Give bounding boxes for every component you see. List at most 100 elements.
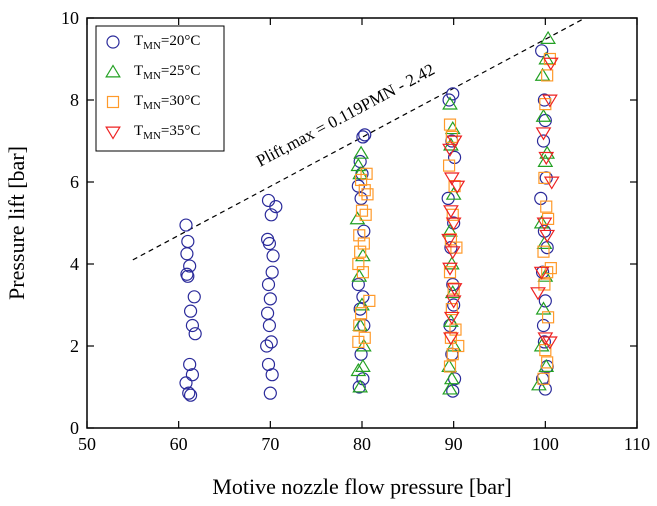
point	[263, 292, 277, 306]
y-axis-title: Pressure lift [bar]	[4, 146, 29, 300]
x-tick-label: 110	[624, 434, 650, 454]
point	[541, 356, 554, 369]
point	[352, 379, 369, 393]
point	[535, 301, 552, 315]
point	[349, 211, 366, 225]
point	[542, 57, 559, 71]
legend-marker	[105, 126, 121, 140]
x-tick-label: 60	[170, 434, 188, 454]
point	[443, 371, 460, 385]
point	[539, 229, 556, 243]
point	[262, 236, 277, 251]
point	[265, 368, 279, 382]
point	[442, 96, 458, 110]
point	[181, 234, 195, 249]
point	[441, 233, 457, 248]
point	[180, 247, 194, 261]
point	[443, 332, 459, 346]
point	[536, 318, 551, 333]
point	[536, 134, 551, 148]
point	[442, 143, 458, 157]
point	[179, 218, 193, 232]
point	[536, 235, 553, 249]
point	[351, 268, 368, 282]
point	[351, 277, 365, 292]
point	[443, 311, 460, 325]
y-tick-label: 2	[70, 336, 79, 356]
legend-label: TMN=25°C	[134, 63, 200, 81]
point	[446, 208, 459, 221]
x-axis-title: Motive nozzle flow pressure [bar]	[212, 474, 511, 499]
y-tick-label: 0	[70, 418, 79, 438]
point	[353, 319, 366, 332]
point	[351, 179, 365, 193]
point	[443, 266, 457, 279]
point	[446, 348, 459, 361]
legend-label: TMN=35°C	[134, 123, 200, 141]
point	[533, 215, 550, 229]
point	[182, 386, 196, 400]
point	[358, 184, 371, 197]
point	[265, 265, 279, 279]
plot-frame	[86, 17, 638, 429]
point	[354, 297, 370, 311]
point	[359, 208, 372, 221]
point	[263, 386, 277, 400]
point	[355, 358, 371, 372]
point	[535, 108, 552, 122]
point	[444, 246, 461, 260]
point	[538, 113, 552, 128]
point	[357, 237, 370, 250]
point	[537, 245, 550, 258]
y-tick-label: 6	[70, 172, 79, 192]
point	[262, 318, 277, 333]
point	[350, 362, 367, 377]
point	[260, 339, 274, 353]
point	[541, 69, 554, 82]
point	[449, 180, 466, 194]
point	[443, 118, 457, 131]
point	[442, 223, 458, 237]
legend-label: TMN=20°C	[134, 33, 200, 51]
point	[536, 217, 553, 231]
point	[541, 311, 555, 324]
legend-marker	[106, 95, 120, 109]
point	[356, 266, 370, 279]
point	[442, 262, 458, 276]
point	[544, 262, 557, 275]
point	[543, 176, 560, 190]
point	[445, 338, 462, 352]
legend-box	[95, 25, 225, 152]
point	[183, 304, 198, 318]
point	[185, 368, 200, 382]
point	[446, 135, 463, 149]
point	[449, 323, 462, 336]
point	[446, 283, 463, 297]
legend-marker	[106, 35, 120, 49]
point	[355, 338, 372, 352]
point	[445, 295, 462, 309]
point	[445, 186, 462, 200]
point	[355, 248, 371, 262]
point	[537, 335, 552, 349]
point	[542, 336, 558, 350]
point	[358, 128, 372, 142]
legend-label: TMN=30°C	[134, 93, 200, 111]
point	[445, 217, 462, 231]
point	[354, 245, 367, 258]
point	[188, 327, 202, 341]
annotation: Plift,max = 0.119PMN - 2.42	[253, 60, 438, 171]
point	[535, 44, 549, 58]
point	[358, 331, 371, 344]
y-tick-label: 10	[61, 8, 79, 28]
point	[260, 306, 275, 320]
point	[537, 372, 550, 385]
point	[540, 30, 556, 44]
point	[185, 318, 200, 333]
point	[264, 208, 278, 222]
point	[356, 130, 370, 144]
point	[442, 159, 456, 172]
point	[183, 259, 197, 273]
point	[443, 172, 460, 186]
